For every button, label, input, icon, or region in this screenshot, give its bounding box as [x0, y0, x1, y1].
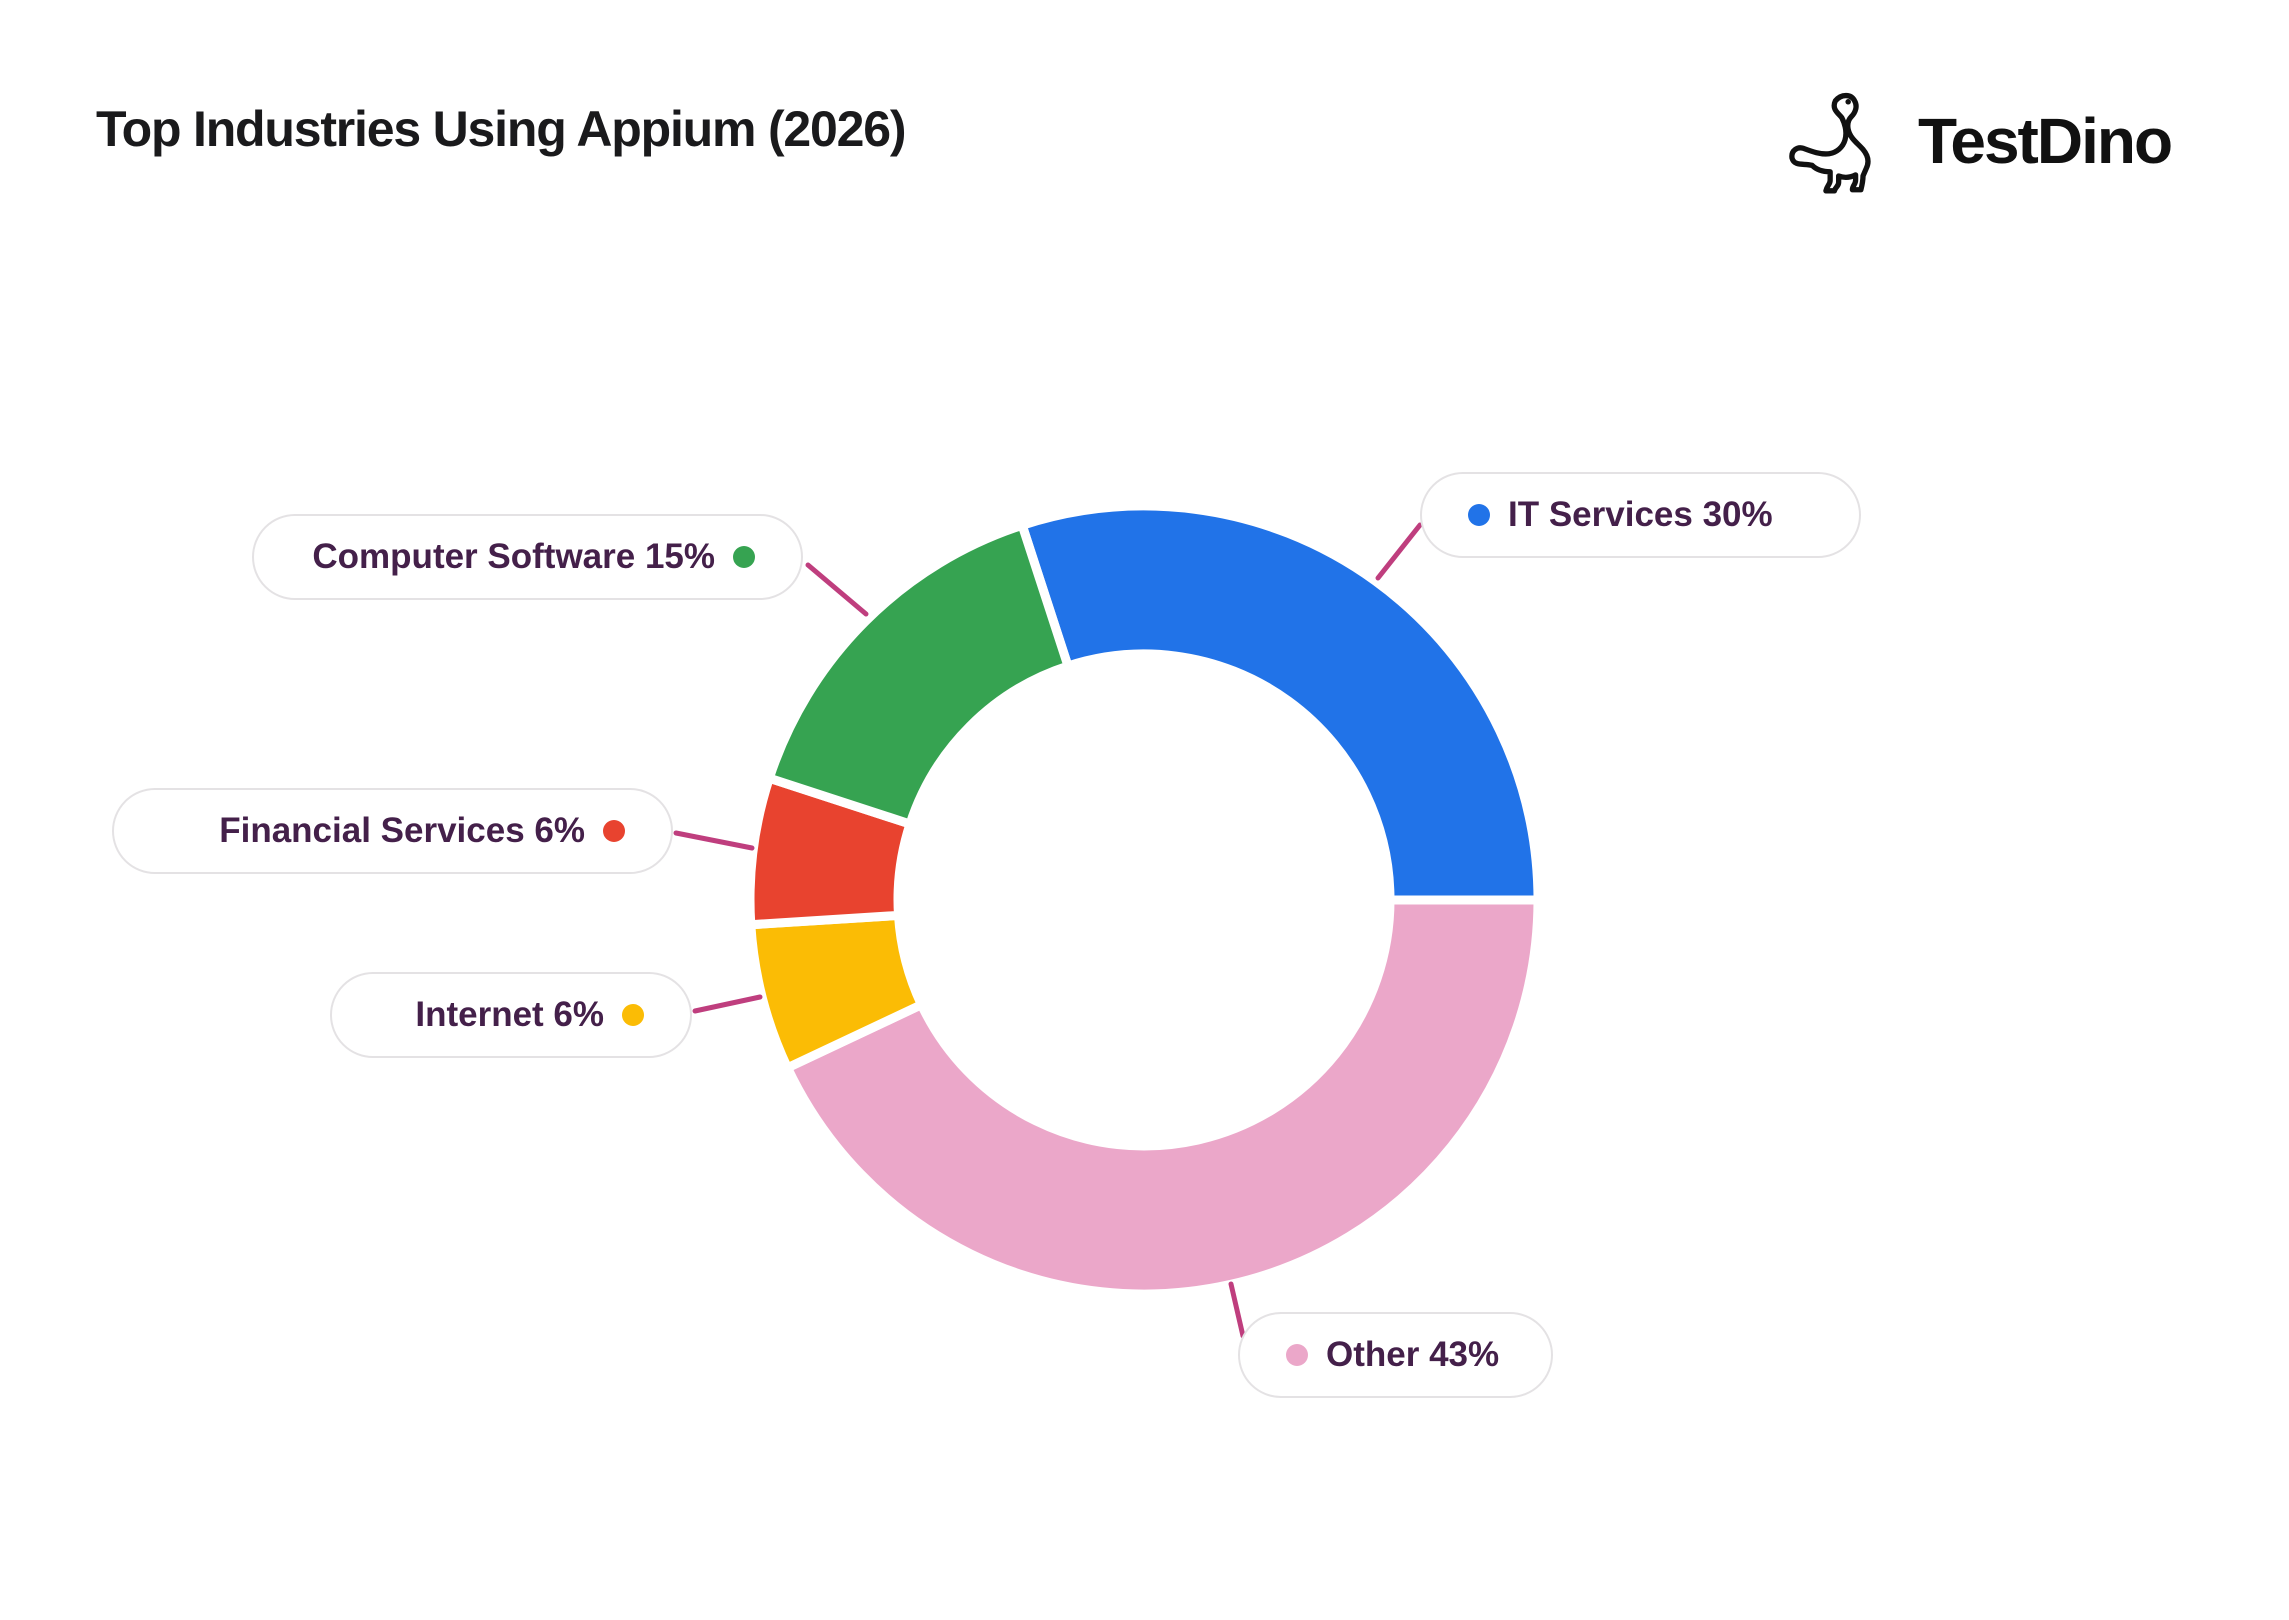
page-title: Top Industries Using Appium (2026) — [96, 101, 906, 157]
callout-connector-financial-services — [673, 830, 755, 851]
callout-connector-other — [1228, 1281, 1246, 1339]
legend-dot-internet — [622, 1004, 644, 1026]
legend-dot-it-services — [1468, 504, 1490, 526]
dino-icon — [1786, 88, 1904, 194]
legend-dot-financial-services — [603, 820, 625, 842]
testdino-logo: TestDino — [1786, 88, 2173, 194]
donut-slice-other — [783, 895, 1543, 1299]
label-pill-other: Other 43% — [1238, 1312, 1553, 1398]
label-pill-internet: Internet 6% — [330, 972, 692, 1058]
logo-text: TestDino — [1918, 105, 2173, 177]
label-text: IT Services 30% — [1508, 495, 1773, 534]
callout-connector-computer-software — [805, 562, 869, 617]
label-text: Computer Software 15% — [312, 537, 715, 576]
label-text: Internet 6% — [415, 995, 604, 1034]
donut-slice-computer-software — [764, 520, 1073, 829]
label-text: Financial Services 6% — [219, 811, 585, 850]
callout-connector-it-services — [1375, 522, 1423, 581]
label-pill-it-services: IT Services 30% — [1420, 472, 1861, 558]
legend-dot-computer-software — [733, 546, 755, 568]
callout-connector-internet — [692, 994, 763, 1014]
legend-dot-other — [1286, 1344, 1308, 1366]
donut-slice-it-services — [1017, 501, 1543, 905]
label-pill-computer-software: Computer Software 15% — [252, 514, 803, 600]
label-text: Other 43% — [1326, 1335, 1500, 1374]
label-pill-financial-services: Financial Services 6% — [112, 788, 673, 874]
